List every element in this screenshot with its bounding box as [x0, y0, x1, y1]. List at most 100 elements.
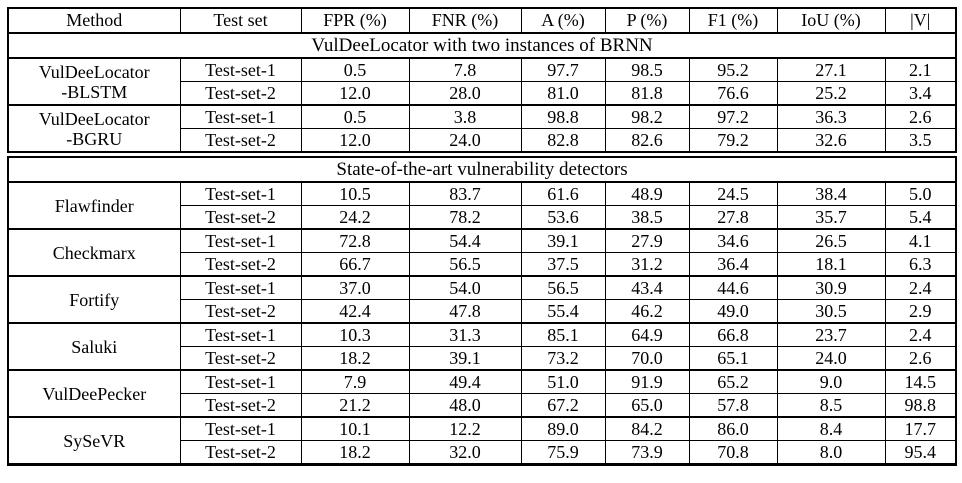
- value-cell: 12.2: [408, 416, 522, 441]
- value-cell: 82.8: [520, 128, 606, 155]
- value-cell: 5.0: [884, 181, 957, 206]
- results-table: Method Test set FPR (%) FNR (%) A (%) P (%) F1…: [7, 7, 957, 466]
- table-row: Test-set-2 66.7 56.5 37.5 31.2 36.4 18.1 6.3: [8, 252, 957, 277]
- test-set-cell: Test-set-2: [179, 440, 302, 465]
- value-cell: 10.3: [300, 322, 410, 347]
- value-cell: 61.6: [520, 181, 606, 206]
- method-cell-saluki: Saluki: [7, 322, 181, 371]
- test-set-cell: Test-set-1: [179, 228, 302, 253]
- value-cell: 6.3: [884, 252, 957, 277]
- value-cell: 38.5: [604, 205, 690, 230]
- value-cell: 66.7: [300, 252, 410, 277]
- value-cell: 27.8: [688, 205, 778, 230]
- value-cell: 70.0: [604, 346, 690, 371]
- method-cell-checkmarx: Checkmarx: [7, 228, 181, 277]
- test-set-cell: Test-set-2: [179, 299, 302, 324]
- value-cell: 81.0: [520, 81, 606, 106]
- table-row: Test-set-2 18.2 32.0 75.9 73.9 70.8 8.0 95.4: [8, 440, 957, 465]
- test-set-cell: Test-set-1: [179, 322, 302, 347]
- table-row: Test-set-2 12.0 24.0 82.8 82.6 79.2 32.6 3.5: [8, 128, 957, 155]
- value-cell: 3.8: [408, 104, 522, 129]
- value-cell: 84.2: [604, 416, 690, 441]
- column-header-iou: IoU (%): [776, 7, 886, 34]
- value-cell: 2.6: [884, 104, 957, 129]
- value-cell: 66.8: [688, 322, 778, 347]
- test-set-cell: Test-set-2: [179, 252, 302, 277]
- value-cell: 18.1: [776, 252, 886, 277]
- value-cell: 95.2: [688, 57, 778, 82]
- value-cell: 98.8: [884, 393, 957, 418]
- value-cell: 38.4: [776, 181, 886, 206]
- value-cell: 73.2: [520, 346, 606, 371]
- value-cell: 42.4: [300, 299, 410, 324]
- value-cell: 65.1: [688, 346, 778, 371]
- table-header: Method Test set FPR (%) FNR (%) A (%) P (%) F1…: [7, 7, 957, 34]
- column-header-f1: F1 (%): [688, 7, 778, 34]
- value-cell: 46.2: [604, 299, 690, 324]
- value-cell: 83.7: [408, 181, 522, 206]
- value-cell: 73.9: [604, 440, 690, 465]
- value-cell: 67.2: [520, 393, 606, 418]
- section-title-row: VulDeeLocator with two instances of BRNN: [7, 32, 957, 59]
- value-cell: 24.0: [776, 346, 886, 371]
- table-row: Test-set-2 12.0 28.0 81.0 81.8 76.6 25.2 3.4: [8, 81, 957, 106]
- column-header-test-set: Test set: [179, 7, 302, 34]
- value-cell: 39.1: [520, 228, 606, 253]
- value-cell: 70.8: [688, 440, 778, 465]
- value-cell: 51.0: [520, 369, 606, 394]
- value-cell: 30.5: [776, 299, 886, 324]
- column-header-fpr: FPR (%): [300, 7, 410, 34]
- value-cell: 85.1: [520, 322, 606, 347]
- table-row: Test-set-2 24.2 78.2 53.6 38.5 27.8 35.7 5.4: [8, 205, 957, 230]
- value-cell: 4.1: [884, 228, 957, 253]
- value-cell: 98.8: [520, 104, 606, 129]
- test-set-cell: Test-set-2: [179, 205, 302, 230]
- value-cell: 2.1: [884, 57, 957, 82]
- test-set-cell: Test-set-1: [179, 416, 302, 441]
- value-cell: 98.2: [604, 104, 690, 129]
- test-set-cell: Test-set-1: [179, 181, 302, 206]
- value-cell: 54.4: [408, 228, 522, 253]
- value-cell: 14.5: [884, 369, 957, 394]
- value-cell: 48.0: [408, 393, 522, 418]
- value-cell: 56.5: [520, 275, 606, 300]
- value-cell: 37.5: [520, 252, 606, 277]
- value-cell: 12.0: [300, 128, 410, 155]
- column-header-v: |V|: [884, 7, 957, 34]
- value-cell: 35.7: [776, 205, 886, 230]
- value-cell: 39.1: [408, 346, 522, 371]
- table-row: Test-set-2 21.2 48.0 67.2 65.0 57.8 8.5 98.8: [8, 393, 957, 418]
- value-cell: 54.0: [408, 275, 522, 300]
- value-cell: 65.2: [688, 369, 778, 394]
- value-cell: 56.5: [408, 252, 522, 277]
- value-cell: 89.0: [520, 416, 606, 441]
- value-cell: 32.0: [408, 440, 522, 465]
- value-cell: 10.1: [300, 416, 410, 441]
- value-cell: 36.3: [776, 104, 886, 129]
- value-cell: 91.9: [604, 369, 690, 394]
- table-row: Saluki Test-set-1 10.3 31.3 85.1 64.9 66.8 23.7…: [7, 322, 957, 371]
- test-set-cell: Test-set-1: [179, 57, 302, 82]
- value-cell: 57.8: [688, 393, 778, 418]
- value-cell: 31.2: [604, 252, 690, 277]
- section-title: State-of-the-art vulnerability detectors: [7, 151, 957, 183]
- table-body: VulDeeLocator with two instances of BRNN…: [7, 32, 957, 465]
- value-cell: 18.2: [300, 346, 410, 371]
- value-cell: 76.6: [688, 81, 778, 106]
- value-cell: 7.9: [300, 369, 410, 394]
- value-cell: 86.0: [688, 416, 778, 441]
- value-cell: 0.5: [300, 57, 410, 82]
- value-cell: 37.0: [300, 275, 410, 300]
- value-cell: 55.4: [520, 299, 606, 324]
- value-cell: 72.8: [300, 228, 410, 253]
- method-cell-fortify: Fortify: [7, 275, 181, 324]
- section-title: VulDeeLocator with two instances of BRNN: [7, 32, 957, 59]
- method-cell-vuldeelocator-blstm: VulDeeLocator -BLSTM: [7, 57, 181, 106]
- value-cell: 8.4: [776, 416, 886, 441]
- table-row: Fortify Test-set-1 37.0 54.0 56.5 43.4 44.6 30.…: [7, 275, 957, 324]
- table-row: Test-set-2 18.2 39.1 73.2 70.0 65.1 24.0 2.6: [8, 346, 957, 371]
- value-cell: 28.0: [408, 81, 522, 106]
- method-cell-sysevr: SySeVR: [7, 416, 181, 465]
- value-cell: 81.8: [604, 81, 690, 106]
- value-cell: 24.0: [408, 128, 522, 155]
